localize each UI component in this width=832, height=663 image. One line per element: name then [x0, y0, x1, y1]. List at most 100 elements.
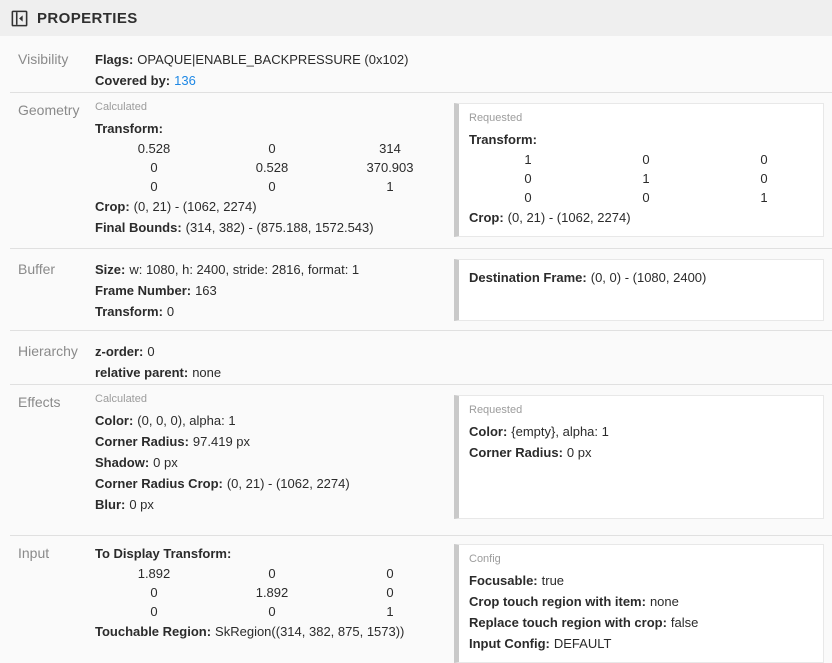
section-label-buffer: Buffer	[18, 261, 56, 277]
focusable-row: Focusable: true	[469, 570, 813, 591]
field-label: To Display Transform:	[95, 546, 232, 561]
section-buffer: Buffer Size: w: 1080, h: 2400, stride: 28…	[0, 249, 832, 330]
corner-radius-crop-row: Corner Radius Crop: (0, 21) - (1062, 2274…	[95, 473, 442, 494]
field-value: none	[649, 594, 679, 609]
field-value: 0 px	[129, 497, 154, 512]
buffer-content: Size: w: 1080, h: 2400, stride: 2816, for…	[95, 259, 454, 322]
corner-radius-row: Corner Radius: 97.419 px	[95, 431, 442, 452]
field-label: Crop:	[469, 210, 504, 225]
field-label: Corner Radius:	[95, 434, 189, 449]
matrix-cell: 1.892	[137, 566, 171, 581]
panel-header: PROPERTIES	[0, 0, 832, 36]
section-label-geometry: Geometry	[18, 102, 80, 118]
field-label: Color:	[469, 424, 508, 439]
geometry-calculated: Calculated Transform: 0.528 0 314 0 0.52…	[95, 100, 454, 238]
matrix-cell: 0	[268, 566, 276, 581]
section-divider	[10, 92, 832, 93]
flags-row: Flags: OPAQUE|ENABLE_BACKPRESSURE (0x102)	[95, 49, 442, 70]
z-order-row: z-order: 0	[95, 341, 442, 362]
field-label: Frame Number:	[95, 283, 192, 298]
section-label-effects: Effects	[18, 394, 61, 410]
shadow-row: Shadow: 0 px	[95, 452, 442, 473]
field-value: DEFAULT	[553, 636, 612, 651]
transform-matrix: 0.528 0 314 0 0.528 370.903 0 0 1	[95, 139, 442, 196]
field-value: (0, 21) - (1062, 2274)	[507, 210, 631, 225]
field-value: 97.419 px	[192, 434, 251, 449]
field-label: Focusable:	[469, 573, 538, 588]
field-label: Input Config:	[469, 636, 550, 651]
field-label: Corner Radius:	[469, 445, 563, 460]
matrix-cell: 314	[379, 141, 401, 156]
color-row: Color: {empty}, alpha: 1	[469, 421, 813, 442]
field-value: (0, 21) - (1062, 2274)	[133, 199, 257, 214]
field-label: Transform:	[469, 132, 537, 147]
matrix-cell: 1	[524, 152, 532, 167]
covered-by-row: Covered by: 136	[95, 70, 442, 91]
matrix-cell: 0	[760, 152, 768, 167]
matrix-cell: 1	[642, 171, 650, 186]
field-label: Crop touch region with item:	[469, 594, 646, 609]
field-label: z-order:	[95, 344, 144, 359]
field-value: OPAQUE|ENABLE_BACKPRESSURE (0x102)	[137, 52, 409, 67]
field-value: w: 1080, h: 2400, stride: 2816, format: …	[129, 262, 360, 277]
section-label-visibility: Visibility	[18, 51, 69, 67]
input-config-row: Input Config: DEFAULT	[469, 633, 813, 654]
geometry-requested-card: Requested Transform: 1 0 0 0 1 0 0 0 1 C…	[454, 103, 824, 237]
matrix-cell: 0	[150, 179, 158, 194]
to-display-transform-label-row: To Display Transform:	[95, 543, 442, 564]
matrix-cell: 0	[386, 585, 394, 600]
matrix-cell: 1	[386, 179, 394, 194]
replace-touch-region-row: Replace touch region with crop: false	[469, 612, 813, 633]
crop-touch-region-row: Crop touch region with item: none	[469, 591, 813, 612]
section-label-hierarchy: Hierarchy	[18, 343, 78, 359]
field-label: Shadow:	[95, 455, 150, 470]
matrix-cell: 0	[150, 604, 158, 619]
properties-panel-icon	[11, 10, 28, 26]
size-row: Size: w: 1080, h: 2400, stride: 2816, for…	[95, 259, 442, 280]
matrix-cell: 1.892	[255, 585, 289, 600]
field-label: Corner Radius Crop:	[95, 476, 223, 491]
requested-caption: Requested	[469, 404, 523, 416]
page-title: PROPERTIES	[37, 9, 138, 27]
section-divider	[10, 330, 832, 331]
field-label: Size:	[95, 262, 126, 277]
field-label: Covered by:	[95, 73, 171, 88]
matrix-cell: 0	[760, 171, 768, 186]
field-label: Color:	[95, 413, 134, 428]
field-label: relative parent:	[95, 365, 189, 380]
field-value: {empty}, alpha: 1	[511, 424, 609, 439]
transform-label-row: Transform:	[469, 129, 813, 150]
field-value: 0 px	[566, 445, 592, 460]
matrix-cell: 0	[524, 171, 532, 186]
effects-calculated: Calculated Color: (0, 0, 0), alpha: 1 Cor…	[95, 392, 454, 519]
matrix-cell: 0	[150, 160, 158, 175]
input-content: To Display Transform: 1.892 0 0 0 1.892 …	[95, 543, 454, 663]
matrix-cell: 1	[386, 604, 394, 619]
matrix-cell: 0	[642, 190, 650, 205]
matrix-cell: 0.528	[255, 160, 289, 175]
field-value: 0 px	[153, 455, 178, 470]
field-label: Final Bounds:	[95, 220, 182, 235]
touchable-region-row: Touchable Region: SkRegion((314, 382, 875…	[95, 621, 442, 642]
buffer-requested-card: Destination Frame: (0, 0) - (1080, 2400)	[454, 259, 824, 321]
field-label: Crop:	[95, 199, 130, 214]
section-label-input: Input	[18, 545, 50, 561]
section-hierarchy: Hierarchy z-order: 0 relative parent: none	[0, 331, 832, 384]
matrix-cell: 0	[524, 190, 532, 205]
relative-parent-row: relative parent: none	[95, 362, 442, 383]
matrix-cell: 0	[386, 566, 394, 581]
field-value: (314, 382) - (875.188, 1572.543)	[185, 220, 374, 235]
color-row: Color: (0, 0, 0), alpha: 1	[95, 410, 442, 431]
field-value: false	[670, 615, 699, 630]
crop-row: Crop: (0, 21) - (1062, 2274)	[469, 207, 813, 228]
covered-by-link[interactable]: 136	[174, 73, 196, 88]
section-divider	[10, 535, 832, 536]
matrix-cell: 370.903	[366, 160, 414, 175]
section-divider	[10, 384, 832, 385]
matrix-cell: 0	[150, 585, 158, 600]
section-divider	[10, 248, 832, 249]
section-effects: Effects Calculated Color: (0, 0, 0), alph…	[0, 385, 832, 535]
matrix-cell: 1	[760, 190, 768, 205]
field-label: Flags:	[95, 52, 134, 67]
calculated-caption: Calculated	[95, 393, 147, 405]
